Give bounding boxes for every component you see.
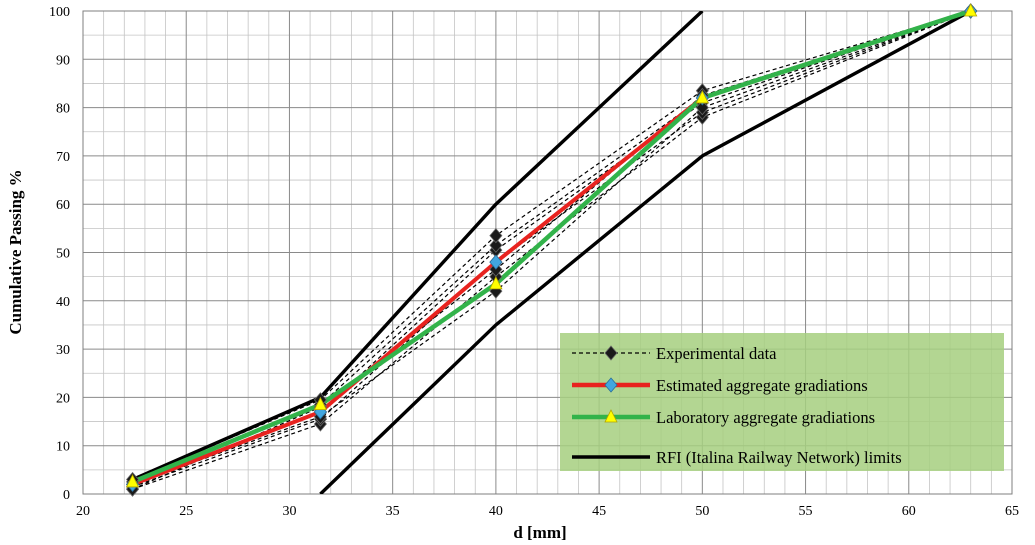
y-tick-label: 100 — [49, 5, 70, 20]
legend-label: Laboratory aggregate gradiations — [656, 408, 875, 427]
x-tick-label: 45 — [592, 504, 606, 519]
rfi-limits-series — [131, 11, 972, 494]
laboratory-point — [313, 396, 328, 411]
experimental-point — [604, 345, 618, 361]
legend: Experimental data Estimated aggregate gra… — [560, 333, 1004, 471]
x-tick-label: 65 — [1005, 504, 1019, 519]
rfi-limit-line — [319, 11, 972, 494]
laboratory-point — [489, 276, 503, 290]
y-tick-label: 50 — [56, 247, 70, 262]
x-tick-label: 55 — [799, 504, 813, 519]
legend-label: Estimated aggregate gradiations — [656, 376, 868, 395]
y-tick-label: 80 — [56, 102, 70, 117]
estimated-point — [489, 254, 503, 270]
laboratory-point — [604, 409, 618, 423]
y-axis-title: Cumulative Passing % — [6, 169, 25, 334]
estimated-point — [604, 377, 618, 393]
y-tick-label: 0 — [63, 488, 70, 503]
x-tick-label: 30 — [282, 504, 296, 519]
rfi-limit-line — [131, 11, 704, 482]
y-tick-label: 40 — [56, 295, 70, 310]
y-tick-label: 20 — [56, 391, 70, 406]
y-tick-label: 90 — [56, 53, 70, 68]
x-tick-label: 60 — [902, 504, 916, 519]
x-axis-ticks: 20 25 30 35 40 45 50 55 60 65 — [76, 504, 1019, 519]
markers — [125, 3, 978, 497]
x-tick-label: 40 — [489, 504, 503, 519]
y-tick-label: 60 — [56, 198, 70, 213]
experimental-point — [489, 237, 503, 253]
series-layer — [125, 3, 978, 497]
laboratory-point — [964, 3, 978, 17]
x-tick-label: 25 — [179, 504, 193, 519]
experimental-point — [695, 99, 709, 116]
legend-background — [560, 333, 1004, 471]
experimental-point — [489, 227, 503, 244]
legend-label: Experimental data — [656, 344, 777, 363]
legend-label: RFI (Italina Railway Network) limits — [656, 448, 902, 467]
y-tick-label: 10 — [56, 440, 70, 455]
x-tick-label: 50 — [695, 504, 709, 519]
laboratory-point — [695, 90, 709, 104]
x-tick-label: 35 — [386, 504, 400, 519]
y-axis-ticks: 0 10 20 30 40 50 60 70 80 90 100 — [49, 5, 70, 503]
x-axis-title: d [mm] — [513, 523, 566, 542]
y-tick-label: 30 — [56, 343, 70, 358]
plot-area-border — [82, 10, 1013, 495]
y-tick-label: 70 — [56, 150, 70, 165]
x-tick-label: 20 — [76, 504, 90, 519]
laboratory-point — [125, 474, 140, 488]
